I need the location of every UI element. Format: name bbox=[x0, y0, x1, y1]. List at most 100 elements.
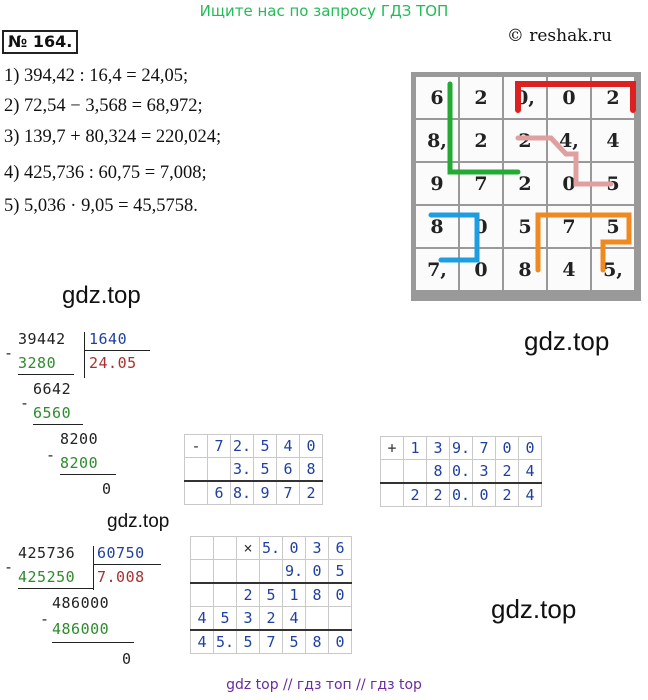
grid-cell: 2 bbox=[460, 77, 502, 118]
addition-grid: + 1 3 9. 7 0 0 8 0. 3 2 4 2 2 0. 0 2 4 bbox=[380, 436, 542, 507]
digit-cell: 2 bbox=[426, 482, 450, 507]
digit-cell: 5 bbox=[282, 629, 306, 654]
footer-links[interactable]: gdz top // гдз топ // гдз top bbox=[226, 677, 422, 693]
dividend: 425736 bbox=[18, 544, 76, 562]
final-remainder: 0 bbox=[102, 480, 112, 498]
minus-sign: - bbox=[4, 558, 14, 576]
digit-cell bbox=[328, 606, 352, 631]
digit-cell: 6 bbox=[276, 457, 300, 482]
watermark: gdz.top bbox=[107, 511, 170, 532]
digit-cell: 0. bbox=[449, 482, 473, 507]
digit-cell bbox=[207, 457, 231, 482]
equation-3: 3) 139,7 + 80,324 = 220,024; bbox=[4, 127, 222, 147]
remainder: 486000 bbox=[52, 594, 110, 612]
digit-cell: 5. bbox=[213, 629, 237, 654]
digit-cell: 6 bbox=[207, 480, 231, 505]
digit-cell: 4 bbox=[282, 606, 306, 631]
subtrahend: 3280 bbox=[18, 354, 57, 372]
digit-cell: 9. bbox=[449, 436, 473, 460]
digit-cell: 5 bbox=[253, 434, 277, 458]
digit-cell: 8 bbox=[426, 459, 450, 484]
number-grid: 6 2 0, 0 2 8, 2 2 4, 4 9 7 2 0 5 8 0 5 7… bbox=[411, 72, 641, 301]
digit-cell bbox=[213, 582, 237, 607]
digit-cell: 4 bbox=[276, 434, 300, 458]
digit-cell: 5 bbox=[259, 582, 283, 607]
path-red bbox=[515, 81, 636, 113]
digit-cell: 4 bbox=[518, 482, 542, 507]
grid-cell: 9 bbox=[416, 163, 458, 204]
long-division-1: 39442 1640 - 3280 24.05 6642 - 6560 8200… bbox=[0, 330, 200, 510]
path-orange bbox=[535, 212, 632, 273]
path-pink bbox=[515, 135, 614, 187]
digit-cell: 2 bbox=[403, 482, 427, 507]
digit-cell bbox=[190, 559, 214, 584]
operator: - bbox=[184, 434, 208, 458]
digit-cell: 0 bbox=[472, 482, 496, 507]
remainder: 6642 bbox=[33, 380, 72, 398]
digit-cell: 9. bbox=[282, 559, 306, 584]
digit-cell: 3 bbox=[426, 436, 450, 460]
digit-cell: 2 bbox=[299, 480, 323, 505]
digit-cell: 8 bbox=[305, 582, 329, 607]
digit-cell: 2 bbox=[495, 459, 519, 484]
digit-cell: 3 bbox=[236, 606, 260, 631]
digit-cell bbox=[380, 482, 404, 507]
grid-cell: 7, bbox=[416, 249, 458, 290]
digit-cell: 7 bbox=[276, 480, 300, 505]
minus-sign: - bbox=[4, 344, 14, 362]
path-green bbox=[447, 81, 521, 175]
equation-1: 1) 394,42 : 16,4 = 24,05; bbox=[4, 66, 189, 86]
divisor: 60750 bbox=[97, 544, 145, 562]
digit-cell: 0 bbox=[518, 436, 542, 460]
digit-cell: 0 bbox=[282, 536, 306, 560]
path-blue bbox=[428, 212, 480, 263]
digit-cell: 0 bbox=[305, 559, 329, 584]
dividend: 39442 bbox=[18, 330, 66, 348]
digit-cell bbox=[190, 582, 214, 607]
equation-5: 5) 5,036 · 9,05 = 45,5758. bbox=[4, 196, 198, 216]
divisor: 1640 bbox=[89, 330, 128, 348]
remainder: 8200 bbox=[60, 430, 99, 448]
grid-cell: 0 bbox=[460, 249, 502, 290]
subtrahend: 8200 bbox=[60, 454, 99, 472]
digit-cell: 2. bbox=[230, 434, 254, 458]
digit-cell: 7 bbox=[472, 436, 496, 460]
multiplication-grid: × 5. 0 3 6 9. 0 5 2 5 1 8 0 4 5 3 2 4 4 … bbox=[190, 536, 352, 654]
task-number: № 164. bbox=[2, 30, 79, 54]
digit-cell: 3 bbox=[305, 536, 329, 560]
digit-cell: 2 bbox=[495, 482, 519, 507]
digit-cell bbox=[213, 536, 237, 560]
minus-sign: - bbox=[20, 394, 30, 412]
quotient: 7.008 bbox=[97, 568, 145, 586]
long-division-2: 425736 60750 - 425250 7.008 486000 - 486… bbox=[0, 540, 200, 675]
digit-cell: 2 bbox=[259, 606, 283, 631]
digit-cell: 1 bbox=[282, 582, 306, 607]
digit-cell: 3 bbox=[472, 459, 496, 484]
grid-cell: 2 bbox=[504, 120, 546, 161]
grid-cell: 5, bbox=[592, 249, 634, 290]
digit-cell: 6 bbox=[328, 536, 352, 560]
digit-cell: 0. bbox=[449, 459, 473, 484]
digit-cell bbox=[190, 536, 214, 560]
subtraction-grid: - 7 2. 5 4 0 3. 5 6 8 6 8. 9 7 2 bbox=[184, 434, 323, 505]
digit-cell: 0 bbox=[328, 629, 352, 654]
digit-cell: 5 bbox=[213, 606, 237, 631]
digit-cell: 5. bbox=[259, 536, 283, 560]
watermark: gdz.top bbox=[62, 282, 141, 309]
grid-cell: 2 bbox=[460, 120, 502, 161]
digit-cell: 3. bbox=[230, 457, 254, 482]
minus-sign: - bbox=[40, 610, 50, 628]
digit-cell: 4 bbox=[190, 629, 214, 654]
grid-paths bbox=[428, 81, 636, 273]
quotient: 24.05 bbox=[89, 354, 137, 372]
digit-cell: 8 bbox=[299, 457, 323, 482]
header-banner[interactable]: Ищите нас по запросу ГДЗ ТОП bbox=[199, 2, 449, 20]
digit-cell: 9 bbox=[253, 480, 277, 505]
subtrahend: 425250 bbox=[18, 568, 76, 586]
digit-cell bbox=[380, 459, 404, 484]
operator: × bbox=[236, 536, 260, 560]
digit-cell bbox=[184, 457, 208, 482]
digit-cell: 0 bbox=[495, 436, 519, 460]
grid-cell: 4 bbox=[592, 120, 634, 161]
digit-cell: 5 bbox=[328, 559, 352, 584]
